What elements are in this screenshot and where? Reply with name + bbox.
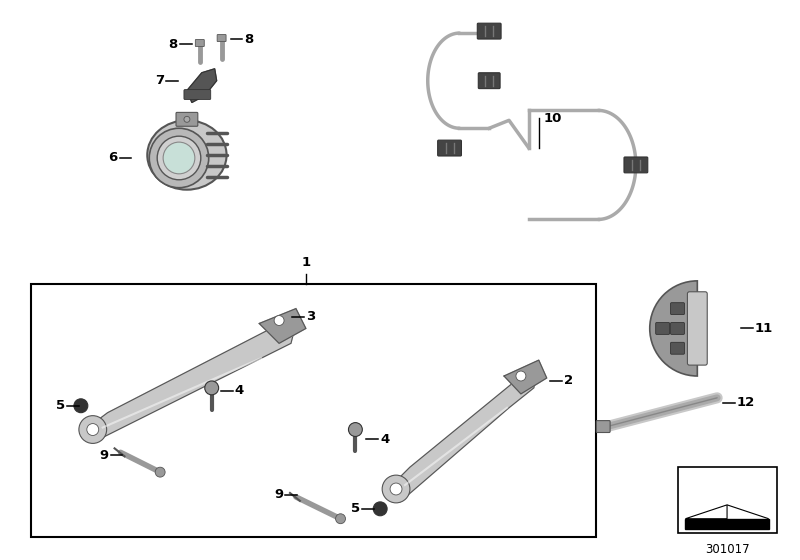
Text: 4: 4 <box>380 433 390 446</box>
Circle shape <box>155 467 165 477</box>
Text: 11: 11 <box>755 322 773 335</box>
FancyBboxPatch shape <box>195 40 204 46</box>
Polygon shape <box>686 519 769 529</box>
Bar <box>678 467 777 533</box>
FancyBboxPatch shape <box>670 342 685 354</box>
Text: 3: 3 <box>306 310 315 323</box>
Text: 1: 1 <box>302 256 310 269</box>
Text: 6: 6 <box>108 151 118 165</box>
FancyBboxPatch shape <box>670 302 685 315</box>
Text: 10: 10 <box>544 112 562 125</box>
FancyBboxPatch shape <box>438 140 462 156</box>
Circle shape <box>349 423 362 436</box>
Circle shape <box>74 399 88 413</box>
Circle shape <box>157 136 201 180</box>
Text: 9: 9 <box>274 488 283 501</box>
Text: 7: 7 <box>155 74 164 87</box>
FancyBboxPatch shape <box>656 323 670 334</box>
Circle shape <box>516 371 526 381</box>
Circle shape <box>390 483 402 495</box>
Text: 9: 9 <box>99 449 109 462</box>
FancyBboxPatch shape <box>478 73 500 88</box>
Circle shape <box>274 315 284 325</box>
Circle shape <box>79 416 106 444</box>
Text: 8: 8 <box>169 38 178 50</box>
Ellipse shape <box>147 120 226 190</box>
FancyBboxPatch shape <box>596 421 610 432</box>
Circle shape <box>184 116 190 122</box>
Circle shape <box>335 514 346 524</box>
Circle shape <box>163 142 195 174</box>
Polygon shape <box>686 505 727 519</box>
FancyBboxPatch shape <box>184 90 210 100</box>
Text: 12: 12 <box>737 396 755 409</box>
Circle shape <box>87 423 98 436</box>
FancyBboxPatch shape <box>624 157 648 173</box>
Polygon shape <box>187 69 217 102</box>
Text: 5: 5 <box>351 502 360 515</box>
Text: 4: 4 <box>234 384 244 398</box>
Circle shape <box>205 381 218 395</box>
Circle shape <box>374 502 387 516</box>
Text: 8: 8 <box>245 32 254 45</box>
FancyBboxPatch shape <box>478 23 501 39</box>
Circle shape <box>150 128 209 188</box>
FancyBboxPatch shape <box>670 323 685 334</box>
Text: 2: 2 <box>563 375 573 388</box>
FancyBboxPatch shape <box>217 35 226 41</box>
FancyBboxPatch shape <box>687 292 707 365</box>
Circle shape <box>382 475 410 503</box>
Polygon shape <box>259 309 306 343</box>
Polygon shape <box>390 368 538 502</box>
Polygon shape <box>727 505 769 519</box>
Text: 301017: 301017 <box>705 543 750 556</box>
FancyBboxPatch shape <box>176 113 198 126</box>
Polygon shape <box>88 324 296 437</box>
Polygon shape <box>504 360 546 394</box>
Wedge shape <box>650 281 698 376</box>
Bar <box>31 284 596 536</box>
Text: 5: 5 <box>56 399 65 412</box>
